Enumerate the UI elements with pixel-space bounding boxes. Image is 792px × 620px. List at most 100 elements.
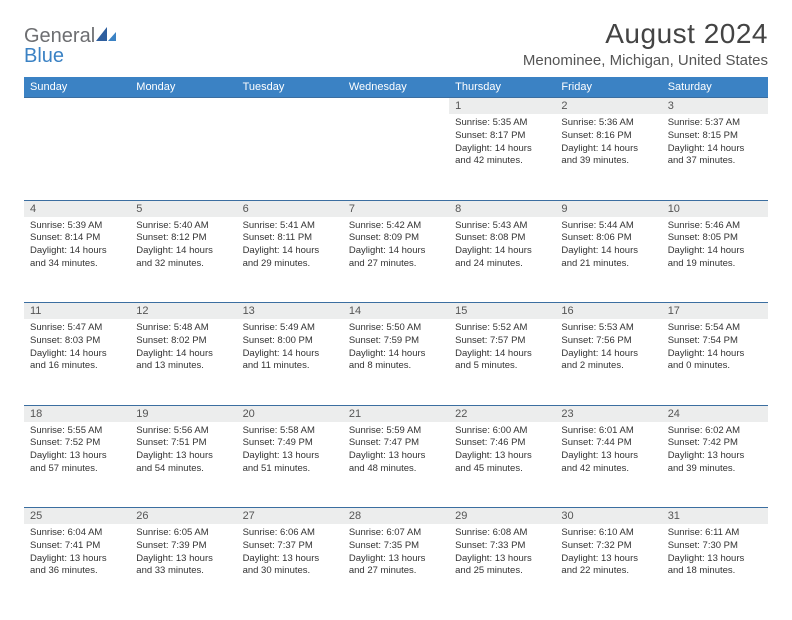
sail-icon bbox=[95, 26, 117, 46]
sunrise-line: Sunrise: 5:48 AM bbox=[136, 322, 230, 335]
daylight-line: Daylight: 13 hours bbox=[668, 553, 762, 566]
daylight-line: and 48 minutes. bbox=[349, 463, 443, 476]
daylight-line: and 39 minutes. bbox=[668, 463, 762, 476]
sunrise-line: Sunrise: 5:39 AM bbox=[30, 220, 124, 233]
daylight-line: and 51 minutes. bbox=[243, 463, 337, 476]
sunset-line: Sunset: 7:47 PM bbox=[349, 437, 443, 450]
day-data-cell: Sunrise: 6:04 AMSunset: 7:41 PMDaylight:… bbox=[24, 524, 130, 610]
title-block: August 2024 Menominee, Michigan, United … bbox=[523, 18, 768, 69]
day-number-cell: 16 bbox=[555, 303, 661, 320]
sunset-line: Sunset: 7:44 PM bbox=[561, 437, 655, 450]
daylight-line: and 32 minutes. bbox=[136, 258, 230, 271]
day-number-cell: 30 bbox=[555, 508, 661, 525]
day-number-cell: 3 bbox=[662, 98, 768, 115]
day-data-row: Sunrise: 6:04 AMSunset: 7:41 PM Daylight:… bbox=[24, 524, 768, 610]
day-data-cell: Sunrise: 5:43 AMSunset: 8:08 PMDaylight:… bbox=[449, 217, 555, 303]
sunset-line: Sunset: 7:37 PM bbox=[243, 540, 337, 553]
sunset-line: Sunset: 8:06 PM bbox=[561, 232, 655, 245]
sunset-line: Sunset: 8:17 PM bbox=[455, 130, 549, 143]
calendar-table: Sunday Monday Tuesday Wednesday Thursday… bbox=[24, 77, 768, 610]
weekday-header: Saturday bbox=[662, 77, 768, 98]
day-data-cell: Sunrise: 5:40 AMSunset: 8:12 PMDaylight:… bbox=[130, 217, 236, 303]
day-number-cell bbox=[24, 98, 130, 115]
daylight-line: and 42 minutes. bbox=[561, 463, 655, 476]
daylight-line: and 54 minutes. bbox=[136, 463, 230, 476]
daylight-line: and 42 minutes. bbox=[455, 155, 549, 168]
daylight-line: Daylight: 13 hours bbox=[30, 450, 124, 463]
day-number-cell: 1 bbox=[449, 98, 555, 115]
daylight-line: and 21 minutes. bbox=[561, 258, 655, 271]
day-number-cell: 15 bbox=[449, 303, 555, 320]
day-number-cell bbox=[343, 98, 449, 115]
daylight-line: Daylight: 14 hours bbox=[668, 143, 762, 156]
day-data-row: Sunrise: 5:35 AMSunset: 8:17 PMDaylight:… bbox=[24, 114, 768, 200]
day-data-cell: Sunrise: 5:56 AMSunset: 7:51 PMDaylight:… bbox=[130, 422, 236, 508]
daylight-line: Daylight: 14 hours bbox=[668, 348, 762, 361]
weekday-header: Friday bbox=[555, 77, 661, 98]
day-data-cell: Sunrise: 5:50 AMSunset: 7:59 PMDaylight:… bbox=[343, 319, 449, 405]
day-number-cell bbox=[130, 98, 236, 115]
day-data-cell: Sunrise: 5:41 AMSunset: 8:11 PMDaylight:… bbox=[237, 217, 343, 303]
sunset-line: Sunset: 8:16 PM bbox=[561, 130, 655, 143]
daylight-line: and 39 minutes. bbox=[561, 155, 655, 168]
daylight-line: Daylight: 13 hours bbox=[349, 450, 443, 463]
sunset-line: Sunset: 8:08 PM bbox=[455, 232, 549, 245]
brand-logo: General Blue bbox=[24, 18, 117, 66]
day-data-cell: Sunrise: 5:58 AMSunset: 7:49 PMDaylight:… bbox=[237, 422, 343, 508]
day-data-row: Sunrise: 5:55 AMSunset: 7:52 PMDaylight:… bbox=[24, 422, 768, 508]
sunrise-line: Sunrise: 6:04 AM bbox=[30, 527, 124, 540]
daylight-line: Daylight: 14 hours bbox=[561, 245, 655, 258]
daylight-line: Daylight: 14 hours bbox=[561, 348, 655, 361]
sunset-line: Sunset: 8:09 PM bbox=[349, 232, 443, 245]
day-data-cell: Sunrise: 5:59 AMSunset: 7:47 PMDaylight:… bbox=[343, 422, 449, 508]
daylight-line: and 36 minutes. bbox=[30, 565, 124, 578]
sunset-line: Sunset: 8:00 PM bbox=[243, 335, 337, 348]
daylight-line: and 0 minutes. bbox=[668, 360, 762, 373]
day-number-cell: 27 bbox=[237, 508, 343, 525]
day-number-cell: 7 bbox=[343, 200, 449, 217]
day-data-cell: Sunrise: 5:53 AMSunset: 7:56 PMDaylight:… bbox=[555, 319, 661, 405]
day-number-row: 18192021222324 bbox=[24, 405, 768, 422]
day-number-cell: 12 bbox=[130, 303, 236, 320]
daylight-line: Daylight: 14 hours bbox=[136, 245, 230, 258]
day-number-cell: 9 bbox=[555, 200, 661, 217]
day-data-cell bbox=[343, 114, 449, 200]
daylight-line: Daylight: 13 hours bbox=[455, 553, 549, 566]
sunrise-line: Sunrise: 5:46 AM bbox=[668, 220, 762, 233]
daylight-line: and 22 minutes. bbox=[561, 565, 655, 578]
daylight-line: Daylight: 13 hours bbox=[455, 450, 549, 463]
day-data-cell: Sunrise: 6:08 AMSunset: 7:33 PMDaylight:… bbox=[449, 524, 555, 610]
calendar-page: General Blue August 2024 Menominee, Mich… bbox=[0, 0, 792, 620]
day-number-cell: 5 bbox=[130, 200, 236, 217]
sunset-line: Sunset: 7:59 PM bbox=[349, 335, 443, 348]
sunset-line: Sunset: 7:32 PM bbox=[561, 540, 655, 553]
sunrise-line: Sunrise: 5:43 AM bbox=[455, 220, 549, 233]
daylight-line: Daylight: 14 hours bbox=[136, 348, 230, 361]
daylight-line: and 37 minutes. bbox=[668, 155, 762, 168]
daylight-line: and 57 minutes. bbox=[30, 463, 124, 476]
daylight-line: Daylight: 14 hours bbox=[561, 143, 655, 156]
day-data-cell bbox=[24, 114, 130, 200]
sunset-line: Sunset: 8:05 PM bbox=[668, 232, 762, 245]
sunrise-line: Sunrise: 5:41 AM bbox=[243, 220, 337, 233]
weekday-header: Monday bbox=[130, 77, 236, 98]
month-title: August 2024 bbox=[523, 18, 768, 50]
daylight-line: Daylight: 13 hours bbox=[668, 450, 762, 463]
day-data-cell: Sunrise: 6:10 AMSunset: 7:32 PMDaylight:… bbox=[555, 524, 661, 610]
day-data-cell: Sunrise: 6:06 AMSunset: 7:37 PMDaylight:… bbox=[237, 524, 343, 610]
daylight-line: Daylight: 14 hours bbox=[349, 348, 443, 361]
daylight-line: and 8 minutes. bbox=[349, 360, 443, 373]
sunset-line: Sunset: 8:14 PM bbox=[30, 232, 124, 245]
daylight-line: and 27 minutes. bbox=[349, 258, 443, 271]
sunset-line: Sunset: 7:41 PM bbox=[30, 540, 124, 553]
daylight-line: Daylight: 13 hours bbox=[561, 450, 655, 463]
day-number-cell: 21 bbox=[343, 405, 449, 422]
day-data-cell: Sunrise: 6:01 AMSunset: 7:44 PMDaylight:… bbox=[555, 422, 661, 508]
daylight-line: Daylight: 13 hours bbox=[243, 450, 337, 463]
day-data-cell bbox=[237, 114, 343, 200]
sunrise-line: Sunrise: 5:47 AM bbox=[30, 322, 124, 335]
day-data-cell: Sunrise: 5:47 AMSunset: 8:03 PMDaylight:… bbox=[24, 319, 130, 405]
day-number-cell: 8 bbox=[449, 200, 555, 217]
day-data-row: Sunrise: 5:47 AMSunset: 8:03 PMDaylight:… bbox=[24, 319, 768, 405]
day-number-row: 11121314151617 bbox=[24, 303, 768, 320]
